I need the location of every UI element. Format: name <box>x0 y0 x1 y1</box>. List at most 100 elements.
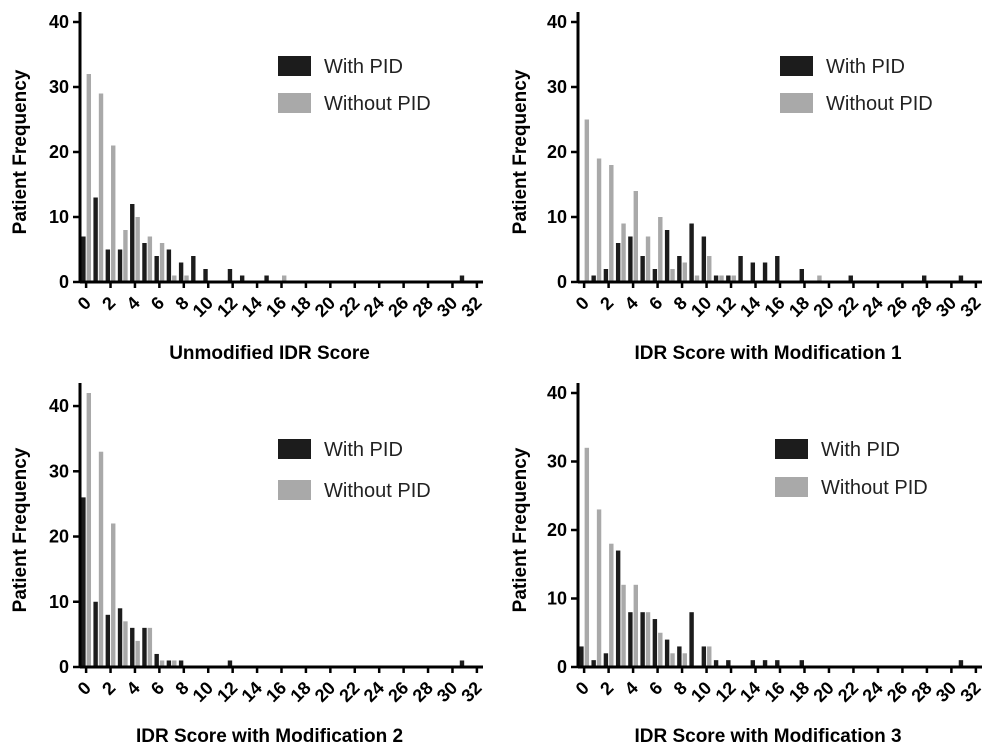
bar-without-pid-1 <box>596 158 602 282</box>
legend-label-with-pid: With PID <box>324 56 403 78</box>
legend-swatch-without-pid <box>780 93 813 113</box>
legend: With PID Without PID <box>775 439 928 499</box>
legend-swatch-with-pid <box>775 439 808 459</box>
bar-with-pid-16 <box>775 256 780 282</box>
bar-with-pid-6 <box>652 619 658 667</box>
bar-with-pid-4 <box>130 204 135 282</box>
legend-label-with-pid: With PID <box>324 439 403 461</box>
bar-without-pid-0 <box>584 119 590 282</box>
bar-without-pid-7 <box>172 275 177 282</box>
y-tick-label-10: 10 <box>547 207 567 227</box>
bar-with-pid-3 <box>117 249 123 282</box>
bar-with-pid-6 <box>652 269 658 282</box>
legend-label-without-pid: Without PID <box>826 93 933 115</box>
bar-without-pid-2 <box>111 523 116 667</box>
bar-without-pid-0 <box>86 393 92 667</box>
legend-label-without-pid: Without PID <box>821 477 928 499</box>
y-axis-title: Patient Frequency <box>510 69 531 234</box>
bar-without-pid-8 <box>682 653 687 667</box>
bar-without-pid-10 <box>707 646 712 667</box>
x-axis-title: IDR Score with Modification 3 <box>634 726 901 747</box>
x-tick-label-2: 2 <box>98 293 119 314</box>
bar-without-pid-8 <box>682 262 687 282</box>
bar-with-pid-8 <box>178 660 184 667</box>
legend-label-with-pid: With PID <box>821 439 900 461</box>
bar-with-pid-1 <box>591 275 596 282</box>
x-axis-title: IDR Score with Modification 2 <box>136 726 403 747</box>
bar-with-pid-2 <box>105 249 111 282</box>
legend-swatch-with-pid <box>278 439 311 459</box>
x-tick-label-6: 6 <box>147 678 168 699</box>
bar-without-pid-2 <box>609 543 614 667</box>
bar-without-pid-0 <box>86 74 92 282</box>
y-axis-title: Patient Frequency <box>510 447 531 612</box>
x-tick-label-0: 0 <box>74 678 95 699</box>
x-tick-label-0: 0 <box>572 293 593 314</box>
y-tick-label-40: 40 <box>547 12 567 32</box>
legend-swatch-with-pid <box>780 56 813 76</box>
bar-with-pid-5 <box>640 612 645 667</box>
bar-with-pid-14 <box>750 660 756 667</box>
bar-with-pid-15 <box>264 275 269 282</box>
x-tick-label-8: 8 <box>670 678 691 699</box>
bar-with-pid-18 <box>799 660 804 667</box>
bar-without-pid-2 <box>609 165 614 282</box>
bar-with-pid-9 <box>191 256 196 282</box>
y-tick-label-10: 10 <box>547 589 567 609</box>
x-tick-label-8: 8 <box>171 293 192 314</box>
bar-with-pid-28 <box>922 275 927 282</box>
bar-with-pid-1 <box>93 601 98 667</box>
bar-without-pid-4 <box>633 191 638 282</box>
bar-with-pid-5 <box>142 627 147 667</box>
legend-swatch-with-pid <box>278 56 311 76</box>
bar-with-pid-14 <box>750 262 756 282</box>
bar-without-pid-10 <box>707 256 712 282</box>
bar-without-pid-4 <box>135 640 140 667</box>
bar-with-pid-31 <box>459 275 465 282</box>
x-tick-label-32: 32 <box>457 293 485 321</box>
bar-without-pid-3 <box>123 230 128 282</box>
legend: With PID Without PID <box>278 56 431 115</box>
bar-with-pid-3 <box>615 243 621 282</box>
bar-with-pid-13 <box>239 275 245 282</box>
y-tick-label-0: 0 <box>59 657 69 677</box>
x-tick-label-4: 4 <box>123 678 144 699</box>
bar-with-pid-12 <box>227 660 233 667</box>
bar-with-pid-4 <box>628 612 633 667</box>
bar-with-pid-13 <box>738 256 743 282</box>
x-tick-label-6: 6 <box>147 293 168 314</box>
bar-with-pid-7 <box>664 639 670 667</box>
y-tick-label-30: 30 <box>49 77 69 97</box>
bar-without-pid-7 <box>670 653 675 667</box>
x-tick-label-4: 4 <box>621 678 642 699</box>
y-tick-label-30: 30 <box>547 77 567 97</box>
y-tick-label-30: 30 <box>547 452 567 472</box>
bar-with-pid-2 <box>105 614 111 667</box>
bar-with-pid-0 <box>579 646 584 667</box>
bar-without-pid-19 <box>817 275 822 282</box>
bar-with-pid-31 <box>958 275 964 282</box>
bar-with-pid-3 <box>615 550 621 667</box>
y-tick-label-0: 0 <box>557 657 567 677</box>
x-axis-title: Unmodified IDR Score <box>169 343 370 364</box>
bar-with-pid-31 <box>958 660 964 667</box>
bar-with-pid-5 <box>640 256 645 282</box>
bar-without-pid-12 <box>731 275 736 282</box>
legend-swatch-without-pid <box>775 477 808 497</box>
x-tick-label-32: 32 <box>956 678 984 706</box>
x-tick-label-2: 2 <box>596 293 617 314</box>
x-tick-label-8: 8 <box>670 293 691 314</box>
legend-label-with-pid: With PID <box>826 56 905 78</box>
y-tick-label-10: 10 <box>49 207 69 227</box>
bar-with-pid-10 <box>701 646 707 667</box>
bar-with-pid-6 <box>154 653 159 667</box>
x-tick-label-32: 32 <box>956 293 984 321</box>
bar-with-pid-15 <box>762 262 768 282</box>
x-tick-label-6: 6 <box>645 678 666 699</box>
x-tick-label-4: 4 <box>123 293 144 314</box>
bar-with-pid-16 <box>775 660 780 667</box>
bar-without-pid-3 <box>621 223 626 282</box>
